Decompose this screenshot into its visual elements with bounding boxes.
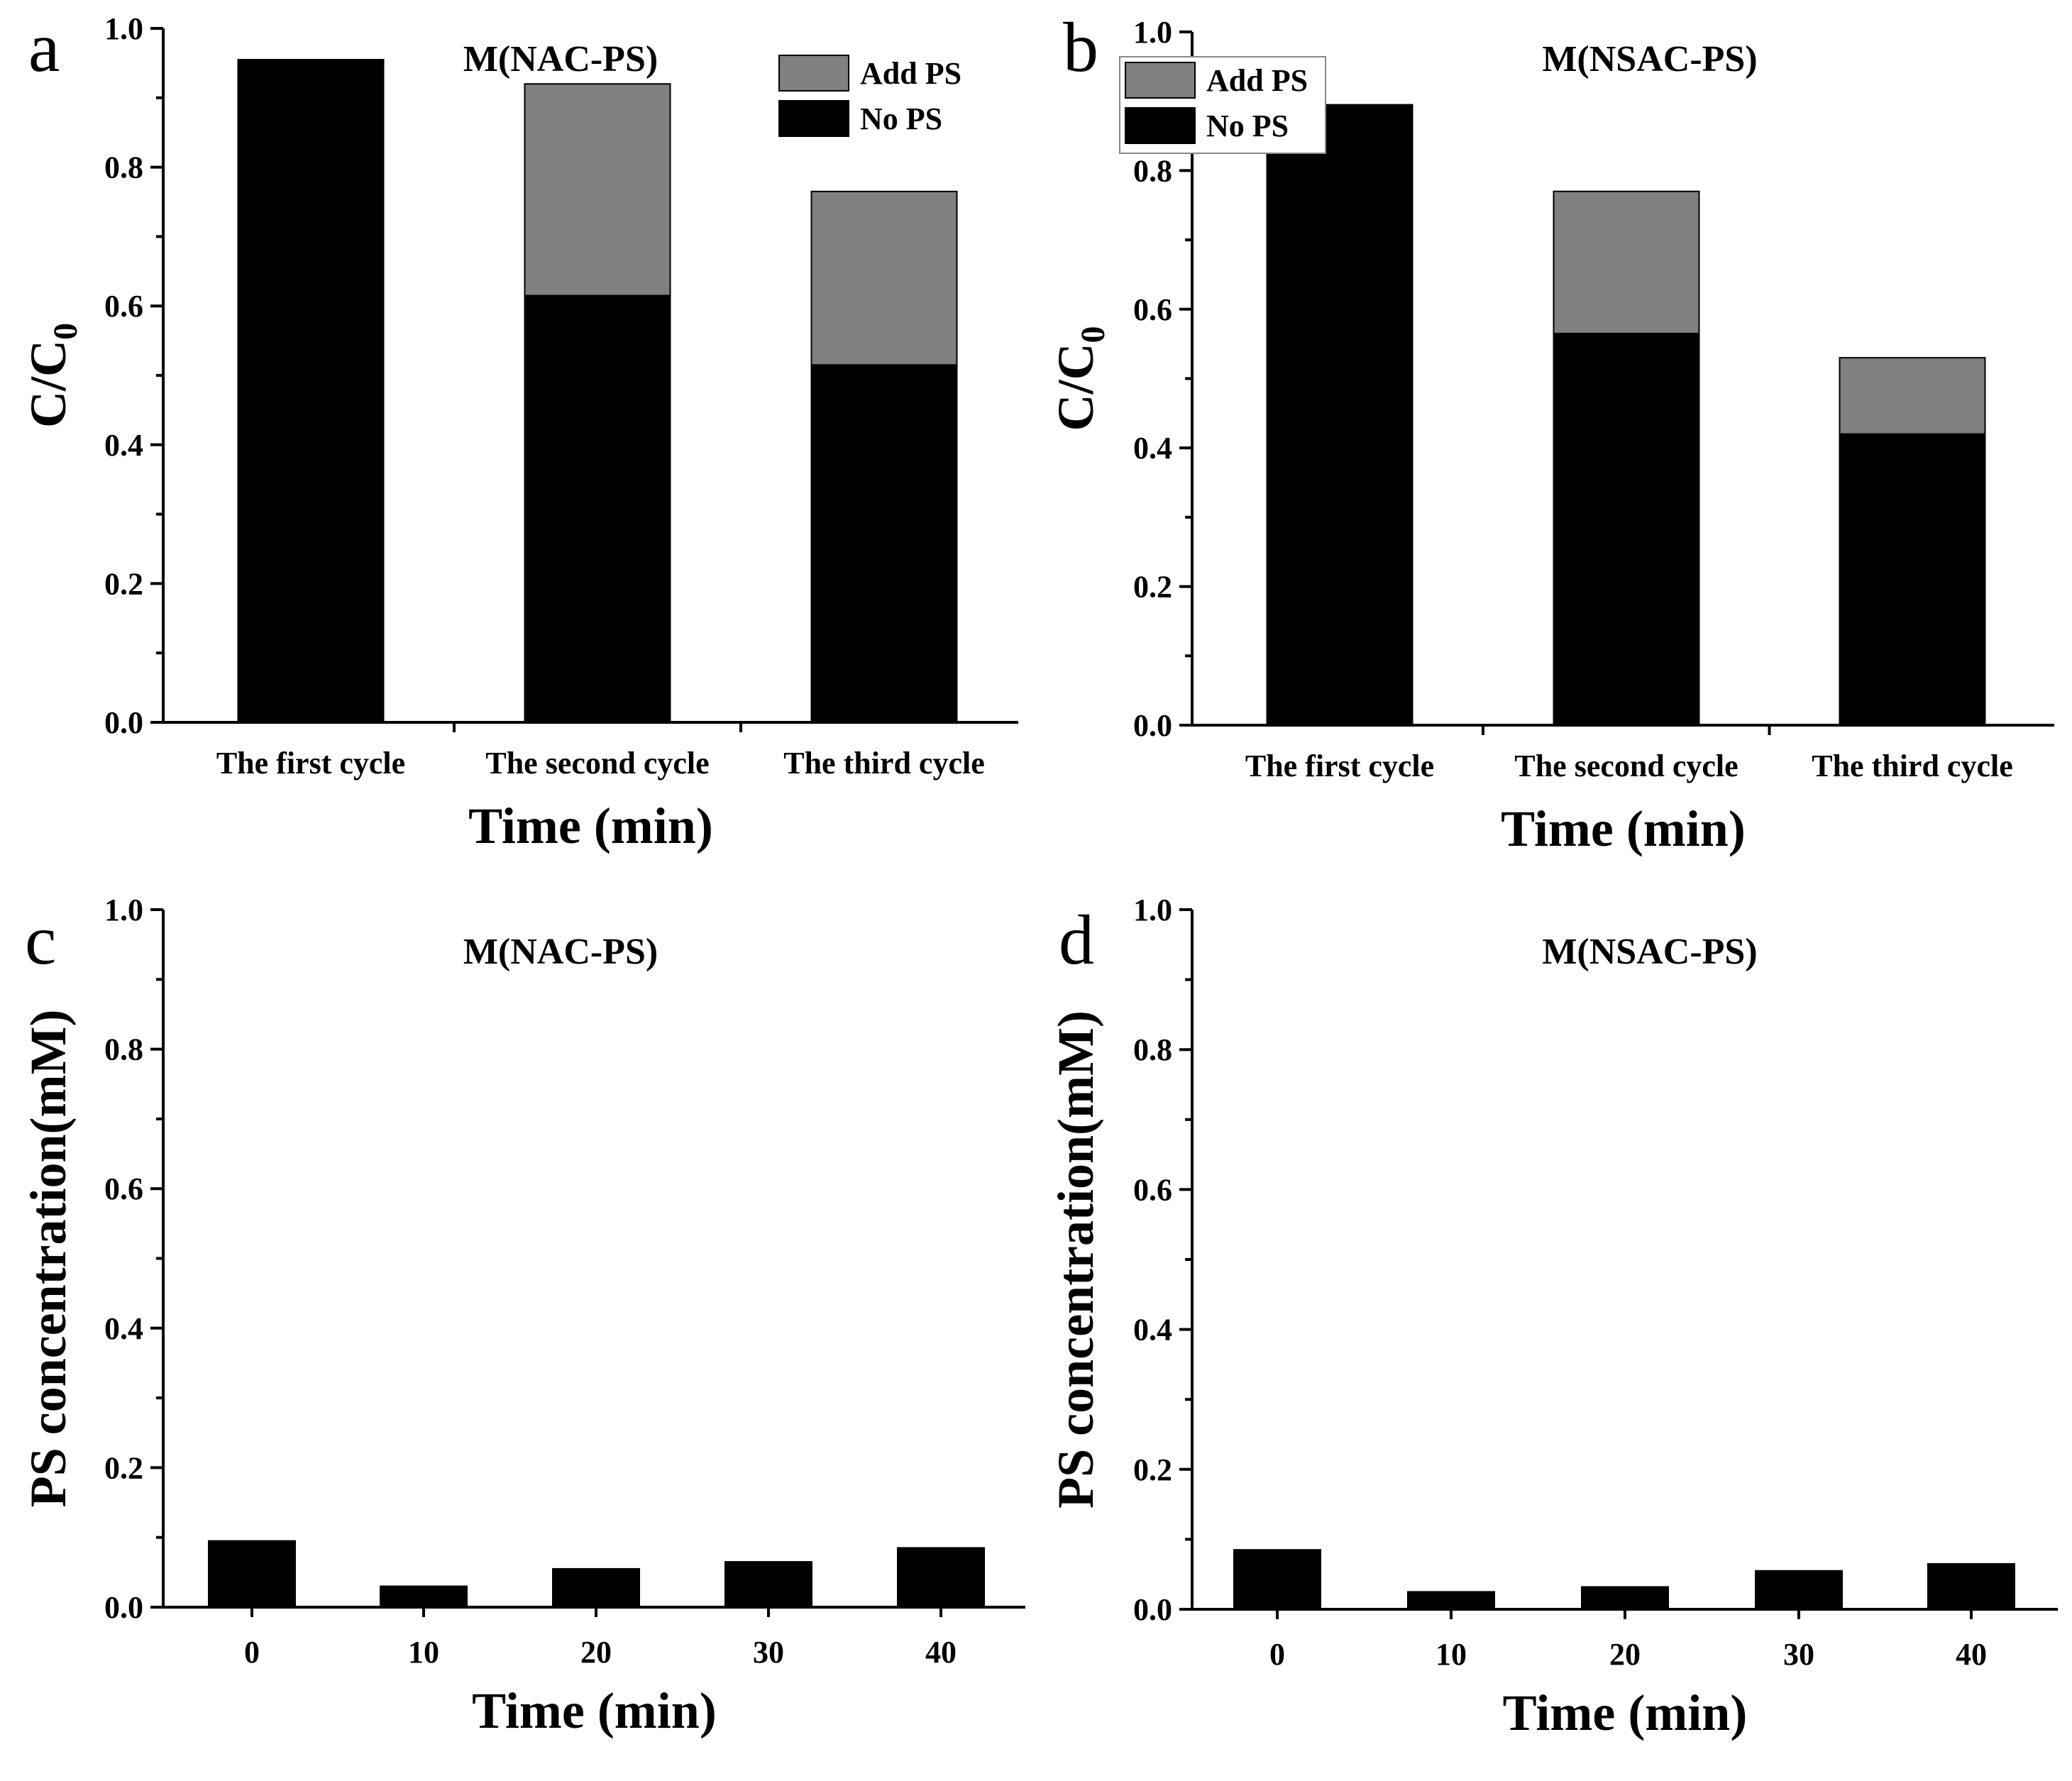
chart-panel-a: 0.0 0.2 0.4 0.6 0.8 1.0 The first cycle The sec… bbox=[20, 8, 1018, 854]
panel-title: M(NAC-PS) bbox=[463, 39, 658, 79]
x-tick-label: The first cycle bbox=[216, 746, 405, 781]
y-tick-label: 0.0 bbox=[104, 705, 143, 740]
panel-title: M(NAC-PS) bbox=[463, 932, 658, 972]
chart-panel-d: 0.0 0.2 0.4 0.6 0.8 1.0 0 10 20 30 40 Time (min) PS … bbox=[1047, 893, 2058, 1741]
bar-ps-concentration-3 bbox=[1581, 1586, 1669, 1610]
y-axis-title-main: C/C bbox=[20, 340, 77, 428]
bar-ps-concentration-2 bbox=[1407, 1591, 1495, 1611]
y-tick-label: 0.2 bbox=[1133, 570, 1172, 605]
y-tick-label: 0.2 bbox=[1133, 1452, 1172, 1487]
y-tick-label: 0.0 bbox=[1133, 1592, 1172, 1627]
y-axis-title: PS concentration(mM) bbox=[1047, 1010, 1104, 1509]
bar-ps-concentration-5 bbox=[897, 1547, 985, 1609]
bar-ps-concentration-2 bbox=[380, 1585, 468, 1609]
x-tick-label: The third cycle bbox=[1812, 749, 2013, 783]
y-tick-label: 0.6 bbox=[104, 289, 143, 324]
y-axis-title-main: PS concentration(mM) bbox=[20, 1010, 77, 1508]
panel-letter: b bbox=[1063, 8, 1098, 87]
legend-label: No PS bbox=[1206, 109, 1289, 143]
x-tick-label: The first cycle bbox=[1245, 749, 1434, 783]
x-tick-label: 20 bbox=[580, 1635, 612, 1670]
y-tick-label: 0.4 bbox=[1133, 1313, 1172, 1347]
y-axis-title-subscript: 0 bbox=[1074, 326, 1112, 343]
bar-add-ps-3 bbox=[1839, 357, 1986, 435]
x-tick-label: 20 bbox=[1609, 1637, 1641, 1672]
bar-no-ps-3 bbox=[810, 364, 958, 724]
chart-panel-b: 0.0 0.2 0.4 0.6 0.8 1.0 The first cycle The sec… bbox=[1047, 8, 2054, 857]
bar-ps-concentration-4 bbox=[1755, 1570, 1843, 1611]
bar-add-ps-2 bbox=[1553, 190, 1700, 334]
y-tick-label: 0.6 bbox=[104, 1171, 143, 1206]
legend: Add PS No PS bbox=[778, 55, 961, 137]
bar-ps-concentration-1 bbox=[208, 1540, 296, 1608]
axes bbox=[162, 910, 1025, 1609]
bar-add-ps-3 bbox=[810, 190, 958, 366]
y-tick-label: 1.0 bbox=[1133, 893, 1172, 927]
axes bbox=[1191, 910, 2058, 1611]
x-tick-label: 0 bbox=[1269, 1637, 1285, 1672]
x-tick-label: 10 bbox=[1435, 1637, 1467, 1672]
legend-label: Add PS bbox=[860, 56, 961, 91]
legend-swatch-add-ps bbox=[778, 55, 849, 92]
y-tick-label: 0.2 bbox=[104, 566, 143, 601]
legend: Add PS No PS bbox=[1119, 56, 1326, 154]
legend-label: No PS bbox=[860, 101, 942, 136]
y-tick-label: 0.0 bbox=[104, 1590, 143, 1625]
y-axis-title: PS concentration(mM) bbox=[20, 1010, 77, 1508]
legend-label: Add PS bbox=[1206, 63, 1308, 98]
y-tick-label: 0.6 bbox=[1133, 292, 1172, 327]
x-tick-label: 30 bbox=[753, 1635, 784, 1670]
x-tick-label: The second cycle bbox=[485, 746, 709, 781]
y-tick-label: 0.6 bbox=[1133, 1172, 1172, 1207]
x-tick-label: The second cycle bbox=[1514, 749, 1738, 783]
x-tick-label: 30 bbox=[1783, 1637, 1814, 1672]
y-axis-title-main: PS concentration(mM) bbox=[1047, 1010, 1104, 1509]
x-axis-title: Time (min) bbox=[1501, 800, 1746, 857]
chart-panel-c: 0.0 0.2 0.4 0.6 0.8 1.0 0 10 20 30 40 Time (min) PS … bbox=[20, 893, 1025, 1739]
bar-no-ps-2 bbox=[524, 294, 671, 723]
y-tick-label: 0.8 bbox=[104, 150, 143, 185]
x-tick-label: 10 bbox=[408, 1635, 439, 1670]
bar-no-ps-2 bbox=[1553, 332, 1700, 726]
y-tick-label: 0.8 bbox=[1133, 153, 1172, 188]
legend-swatch-add-ps bbox=[1125, 62, 1196, 99]
panel-letter: d bbox=[1059, 900, 1094, 979]
panel-letter: a bbox=[28, 8, 60, 87]
panel-title: M(NSAC-PS) bbox=[1542, 932, 1757, 972]
y-tick-label: 1.0 bbox=[104, 893, 143, 927]
y-axis-title-main: C/C bbox=[1047, 343, 1104, 431]
panel-letter: c bbox=[25, 900, 56, 979]
bar-ps-concentration-3 bbox=[552, 1567, 640, 1609]
y-tick-label: 0.8 bbox=[104, 1032, 143, 1067]
x-axis-title: Time (min) bbox=[1503, 1684, 1748, 1741]
y-tick-label: 0.4 bbox=[104, 1311, 143, 1346]
bar-ps-concentration-4 bbox=[724, 1561, 812, 1608]
bar-no-ps-3 bbox=[1839, 433, 1986, 726]
x-tick-label: The third cycle bbox=[783, 746, 985, 781]
legend-swatch-no-ps bbox=[778, 100, 849, 137]
y-tick-label: 1.0 bbox=[104, 11, 143, 46]
bar-ps-concentration-5 bbox=[1927, 1562, 2015, 1610]
y-tick-label: 0.4 bbox=[1133, 431, 1172, 465]
y-tick-label: 0.2 bbox=[104, 1450, 143, 1485]
bar-ps-concentration-1 bbox=[1233, 1549, 1321, 1610]
x-tick-label: 40 bbox=[925, 1635, 957, 1670]
y-tick-label: 1.0 bbox=[1133, 15, 1172, 50]
y-axis-title: C/C0 bbox=[20, 323, 84, 428]
y-tick-label: 0.8 bbox=[1133, 1032, 1172, 1067]
x-axis-title: Time (min) bbox=[468, 798, 713, 854]
bar-no-ps-1 bbox=[237, 59, 385, 723]
x-tick-label: 40 bbox=[1956, 1637, 1987, 1672]
bar-no-ps-1 bbox=[1266, 104, 1414, 726]
y-axis-title-subscript: 0 bbox=[47, 323, 84, 340]
y-tick-label: 0.0 bbox=[1133, 708, 1172, 743]
legend-swatch-no-ps bbox=[1125, 107, 1196, 144]
panel-title: M(NSAC-PS) bbox=[1542, 39, 1757, 79]
x-axis-title: Time (min) bbox=[472, 1682, 717, 1739]
bar-add-ps-2 bbox=[524, 83, 671, 297]
x-tick-label: 0 bbox=[244, 1635, 260, 1670]
y-axis-title: C/C0 bbox=[1047, 326, 1112, 431]
y-tick-label: 0.4 bbox=[104, 428, 143, 463]
